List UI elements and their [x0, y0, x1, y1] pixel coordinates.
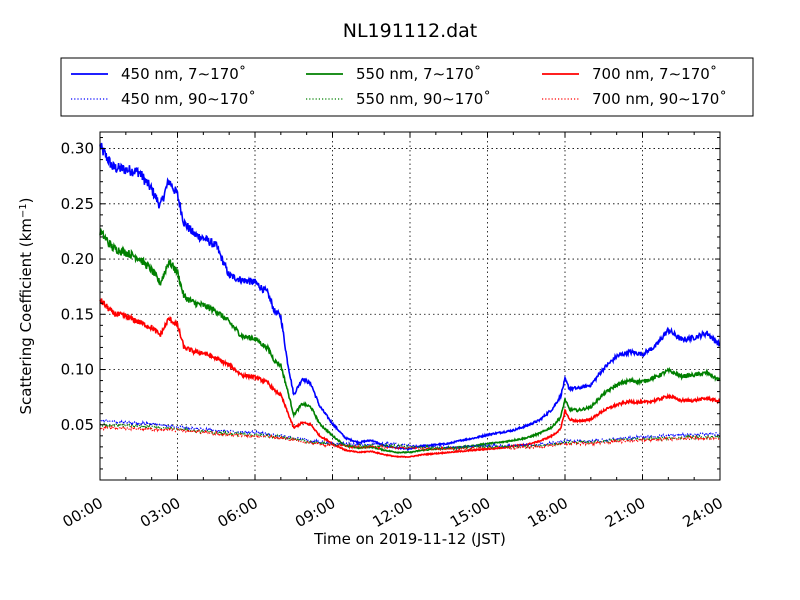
series-line-4 [99, 417, 721, 451]
series-line-6 [99, 424, 721, 452]
series-line-1 [99, 142, 721, 452]
y-axis-label: Scattering Coefficient (km−1) [17, 197, 35, 414]
plot-frame [99, 131, 721, 481]
x-tick-label: 03:00 [137, 494, 183, 531]
y-tick-label: 0.30 [61, 140, 94, 158]
y-tick-label: 0.15 [61, 305, 94, 323]
legend-label: 450 nm, 90∼170˚ [121, 90, 256, 108]
x-tick-label: 12:00 [370, 494, 416, 531]
y-tick-label: 0.10 [61, 361, 94, 379]
x-tick-label: 00:00 [60, 494, 106, 531]
legend: 450 nm, 7∼170˚ 550 nm, 7∼170˚ 700 nm, 7∼17… [60, 57, 754, 117]
y-tick-label: 0.20 [61, 250, 94, 268]
legend-label: 700 nm, 90∼170˚ [592, 90, 727, 108]
legend-label: 550 nm, 90∼170˚ [356, 90, 491, 108]
series-line-2 [99, 228, 721, 455]
y-tick-label: 0.05 [61, 416, 94, 434]
x-tick-label: 24:00 [680, 494, 726, 531]
y-tick-label: 0.25 [61, 195, 94, 213]
x-tick-label: 09:00 [292, 494, 338, 531]
series-group [99, 142, 721, 459]
y-tick-labels: 0.05 0.10 0.15 0.20 0.25 0.30 [61, 140, 94, 434]
y-axis-label-sup: −1 [18, 203, 29, 218]
chart-title: NL191112.dat [343, 20, 478, 42]
y-axis-label-end: ) [17, 197, 35, 203]
legend-frame [60, 57, 754, 117]
legend-label: 700 nm, 7∼170˚ [592, 65, 717, 83]
x-tick-labels: 00:00 03:00 06:00 09:00 12:00 15:00 18:00 21:00… [60, 494, 726, 531]
ticks [99, 132, 721, 480]
x-tick-label: 15:00 [447, 494, 493, 531]
x-tick-label: 06:00 [215, 494, 261, 531]
grid [100, 132, 720, 480]
x-axis-label: Time on 2019-11-12 (JST) [313, 530, 506, 548]
series-line-3 [99, 298, 721, 459]
x-tick-label: 18:00 [525, 494, 571, 531]
y-axis-label-main: Scattering Coefficient (km [17, 218, 35, 414]
x-tick-label: 21:00 [602, 494, 648, 531]
legend-label: 550 nm, 7∼170˚ [356, 65, 481, 83]
legend-label: 450 nm, 7∼170˚ [121, 65, 246, 83]
